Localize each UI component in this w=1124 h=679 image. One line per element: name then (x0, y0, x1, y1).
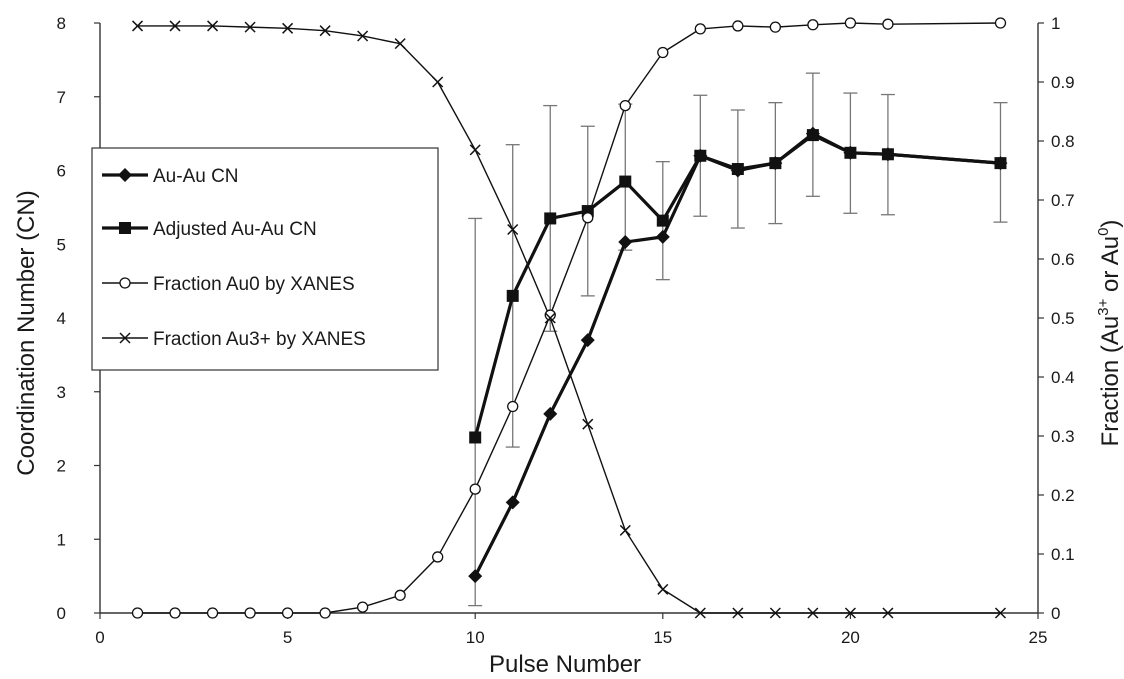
data-point-fraction-au0-by-xanes (995, 18, 1005, 28)
y-right-tick-label: 0.2 (1051, 486, 1075, 505)
x-tick-label: 20 (841, 628, 860, 647)
y-left-tick-label: 6 (57, 162, 66, 181)
data-point-fraction-au0-by-xanes (620, 101, 630, 111)
data-point-adjusted-au-au-cn (882, 148, 894, 160)
y-right-tick-label: 0.8 (1051, 132, 1075, 151)
data-point-fraction-au0-by-xanes (395, 590, 405, 600)
legend-swatch-marker (120, 278, 130, 288)
y-right-tick-label: 0.5 (1051, 309, 1075, 328)
y-left-tick-label: 3 (57, 383, 66, 402)
y-left-tick-label: 2 (57, 457, 66, 476)
data-point-fraction-au0-by-xanes (733, 21, 743, 31)
data-point-adjusted-au-au-cn (507, 290, 519, 302)
y-axis-left-title: Coordination Number (CN) (13, 190, 40, 475)
y-left-tick-label: 8 (57, 14, 66, 33)
data-point-adjusted-au-au-cn (469, 431, 481, 443)
data-point-fraction-au0-by-xanes (695, 24, 705, 34)
y-axis-right-title-mid: or Au (1097, 236, 1124, 299)
legend-swatch-marker (119, 222, 131, 234)
y-right-tick-label: 0.6 (1051, 250, 1075, 269)
x-tick-label: 5 (283, 628, 292, 647)
y-left-tick-label: 5 (57, 235, 66, 254)
y-axis-right-title: Fraction (Au3+ or Au0) (1095, 220, 1124, 447)
x-tick-label: 15 (653, 628, 672, 647)
data-point-adjusted-au-au-cn (732, 163, 744, 175)
y-axis-right-title-sup1: 3+ (1095, 298, 1112, 315)
legend-label: Adjusted Au-Au CN (153, 219, 317, 240)
data-point-adjusted-au-au-cn (807, 129, 819, 141)
data-point-fraction-au0-by-xanes (770, 22, 780, 32)
x-tick-label: 10 (466, 628, 485, 647)
y-right-tick-label: 0 (1051, 604, 1060, 623)
data-point-adjusted-au-au-cn (657, 215, 669, 227)
y-left-tick-label: 7 (57, 88, 66, 107)
y-right-tick-label: 0.1 (1051, 545, 1075, 564)
data-point-adjusted-au-au-cn (844, 147, 856, 159)
x-tick-label: 0 (95, 628, 104, 647)
y-right-tick-label: 1 (1051, 14, 1060, 33)
legend-label: Fraction Au0 by XANES (153, 274, 355, 295)
y-left-tick-label: 1 (57, 530, 66, 549)
legend-label: Fraction Au3+ by XANES (153, 329, 366, 350)
y-left-tick-label: 4 (57, 309, 66, 328)
legend-label: Au-Au CN (153, 166, 239, 187)
y-axis-right-title-sup2: 0 (1095, 228, 1112, 236)
y-right-tick-label: 0.9 (1051, 73, 1075, 92)
data-point-fraction-au0-by-xanes (358, 602, 368, 612)
data-point-adjusted-au-au-cn (994, 157, 1006, 169)
data-point-fraction-au0-by-xanes (433, 552, 443, 562)
y-right-tick-label: 0.7 (1051, 191, 1075, 210)
data-point-fraction-au0-by-xanes (245, 608, 255, 618)
y-left-tick-label: 0 (57, 604, 66, 623)
data-point-fraction-au0-by-xanes (658, 48, 668, 58)
y-right-tick-label: 0.4 (1051, 368, 1075, 387)
data-point-fraction-au0-by-xanes (808, 20, 818, 30)
x-axis-title: Pulse Number (489, 651, 641, 678)
data-point-fraction-au0-by-xanes (208, 608, 218, 618)
data-point-adjusted-au-au-cn (694, 150, 706, 162)
data-point-fraction-au0-by-xanes (170, 608, 180, 618)
data-point-adjusted-au-au-cn (544, 212, 556, 224)
data-point-fraction-au0-by-xanes (845, 18, 855, 28)
data-point-fraction-au0-by-xanes (883, 19, 893, 29)
legend: Au-Au CN Adjusted Au-Au CN Fraction Au0 by… (92, 148, 438, 370)
data-point-adjusted-au-au-cn (769, 157, 781, 169)
data-point-fraction-au0-by-xanes (470, 484, 480, 494)
y-axis-right-title-prefix: Fraction (Au (1097, 316, 1124, 447)
data-point-fraction-au0-by-xanes (283, 608, 293, 618)
data-point-fraction-au0-by-xanes (508, 402, 518, 412)
y-axis-right-title-suffix: ) (1097, 220, 1124, 228)
data-point-fraction-au0-by-xanes (320, 608, 330, 618)
data-point-fraction-au0-by-xanes (583, 213, 593, 223)
data-point-fraction-au0-by-xanes (133, 608, 143, 618)
y-right-tick-label: 0.3 (1051, 427, 1075, 446)
data-point-adjusted-au-au-cn (619, 176, 631, 188)
x-tick-label: 25 (1029, 628, 1048, 647)
